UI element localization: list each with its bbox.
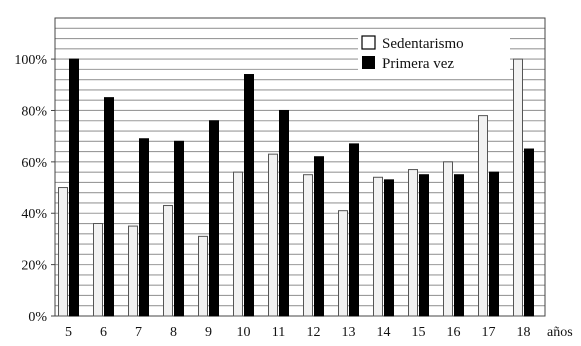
legend-label-primera-vez: Primera vez xyxy=(382,56,454,72)
bar-primera-vez-10 xyxy=(244,74,254,317)
x-tick-label: 12 xyxy=(307,325,321,340)
bar-primera-vez-7 xyxy=(139,138,149,317)
y-axis-ticks: 0% 20% 40% 60% 80% 100% xyxy=(14,53,55,325)
y-tick-label: 60% xyxy=(21,156,47,171)
bar-primera-vez-18 xyxy=(524,148,534,317)
bar-sedentarismo-15 xyxy=(408,169,418,317)
bar-primera-vez-9 xyxy=(209,120,219,317)
bar-sedentarismo-12 xyxy=(303,174,313,317)
bar-primera-vez-16 xyxy=(454,174,464,317)
x-tick-label: 18 xyxy=(517,325,531,340)
x-tick-label: 9 xyxy=(205,325,212,340)
bar-primera-vez-8 xyxy=(174,140,184,317)
bar-sedentarismo-11 xyxy=(268,153,278,317)
legend-label-sedentarismo: Sedentarismo xyxy=(382,36,464,52)
x-tick-label: 17 xyxy=(482,325,496,340)
x-tick-label: 13 xyxy=(342,325,356,340)
y-tick-label: 100% xyxy=(14,53,47,68)
x-tick-label: 11 xyxy=(272,325,285,340)
y-tick-label: 80% xyxy=(21,104,47,119)
bar-primera-vez-14 xyxy=(384,179,394,317)
bar-sedentarismo-5 xyxy=(58,187,68,317)
bar-primera-vez-15 xyxy=(419,174,429,317)
y-tick-label: 0% xyxy=(28,310,47,325)
bar-primera-vez-17 xyxy=(489,171,499,317)
y-tick-label: 40% xyxy=(21,207,47,222)
x-tick-label: 15 xyxy=(412,325,426,340)
bar-sedentarismo-18 xyxy=(513,58,523,317)
bar-sedentarismo-16 xyxy=(443,161,453,317)
bar-sedentarismo-9 xyxy=(198,235,208,317)
x-tick-label: 7 xyxy=(135,325,142,340)
x-tick-label: 10 xyxy=(237,325,251,340)
bar-primera-vez-11 xyxy=(279,109,289,317)
bar-sedentarismo-6 xyxy=(93,223,103,317)
bar-primera-vez-12 xyxy=(314,156,324,317)
legend-swatch-sedentarismo xyxy=(361,35,376,50)
bar-sedentarismo-10 xyxy=(233,171,243,317)
y-tick-label: 20% xyxy=(21,259,47,274)
legend-swatch-primera-vez xyxy=(362,56,375,69)
bar-primera-vez-5 xyxy=(69,58,79,317)
legend-box xyxy=(358,32,510,74)
bar-primera-vez-6 xyxy=(104,97,114,317)
legend: Sedentarismo Primera vez xyxy=(358,32,510,74)
x-tick-label: 6 xyxy=(100,325,107,340)
bars xyxy=(58,58,534,317)
x-tick-label: 5 xyxy=(65,325,72,340)
plot-frame xyxy=(54,17,546,317)
x-tick-label: 14 xyxy=(377,325,391,340)
bar-sedentarismo-17 xyxy=(478,115,488,317)
bar-sedentarismo-8 xyxy=(163,205,173,317)
bar-sedentarismo-14 xyxy=(373,176,383,317)
bar-sedentarismo-7 xyxy=(128,225,138,317)
x-axis-ticks: 5 6 7 8 9 10 11 12 13 14 15 16 17 18 xyxy=(65,325,531,340)
x-tick-label: 8 xyxy=(170,325,177,340)
bar-sedentarismo-13 xyxy=(338,210,348,317)
bar-primera-vez-13 xyxy=(349,143,359,317)
x-tick-label: 16 xyxy=(447,325,461,340)
x-axis-label: años xyxy=(547,325,573,340)
